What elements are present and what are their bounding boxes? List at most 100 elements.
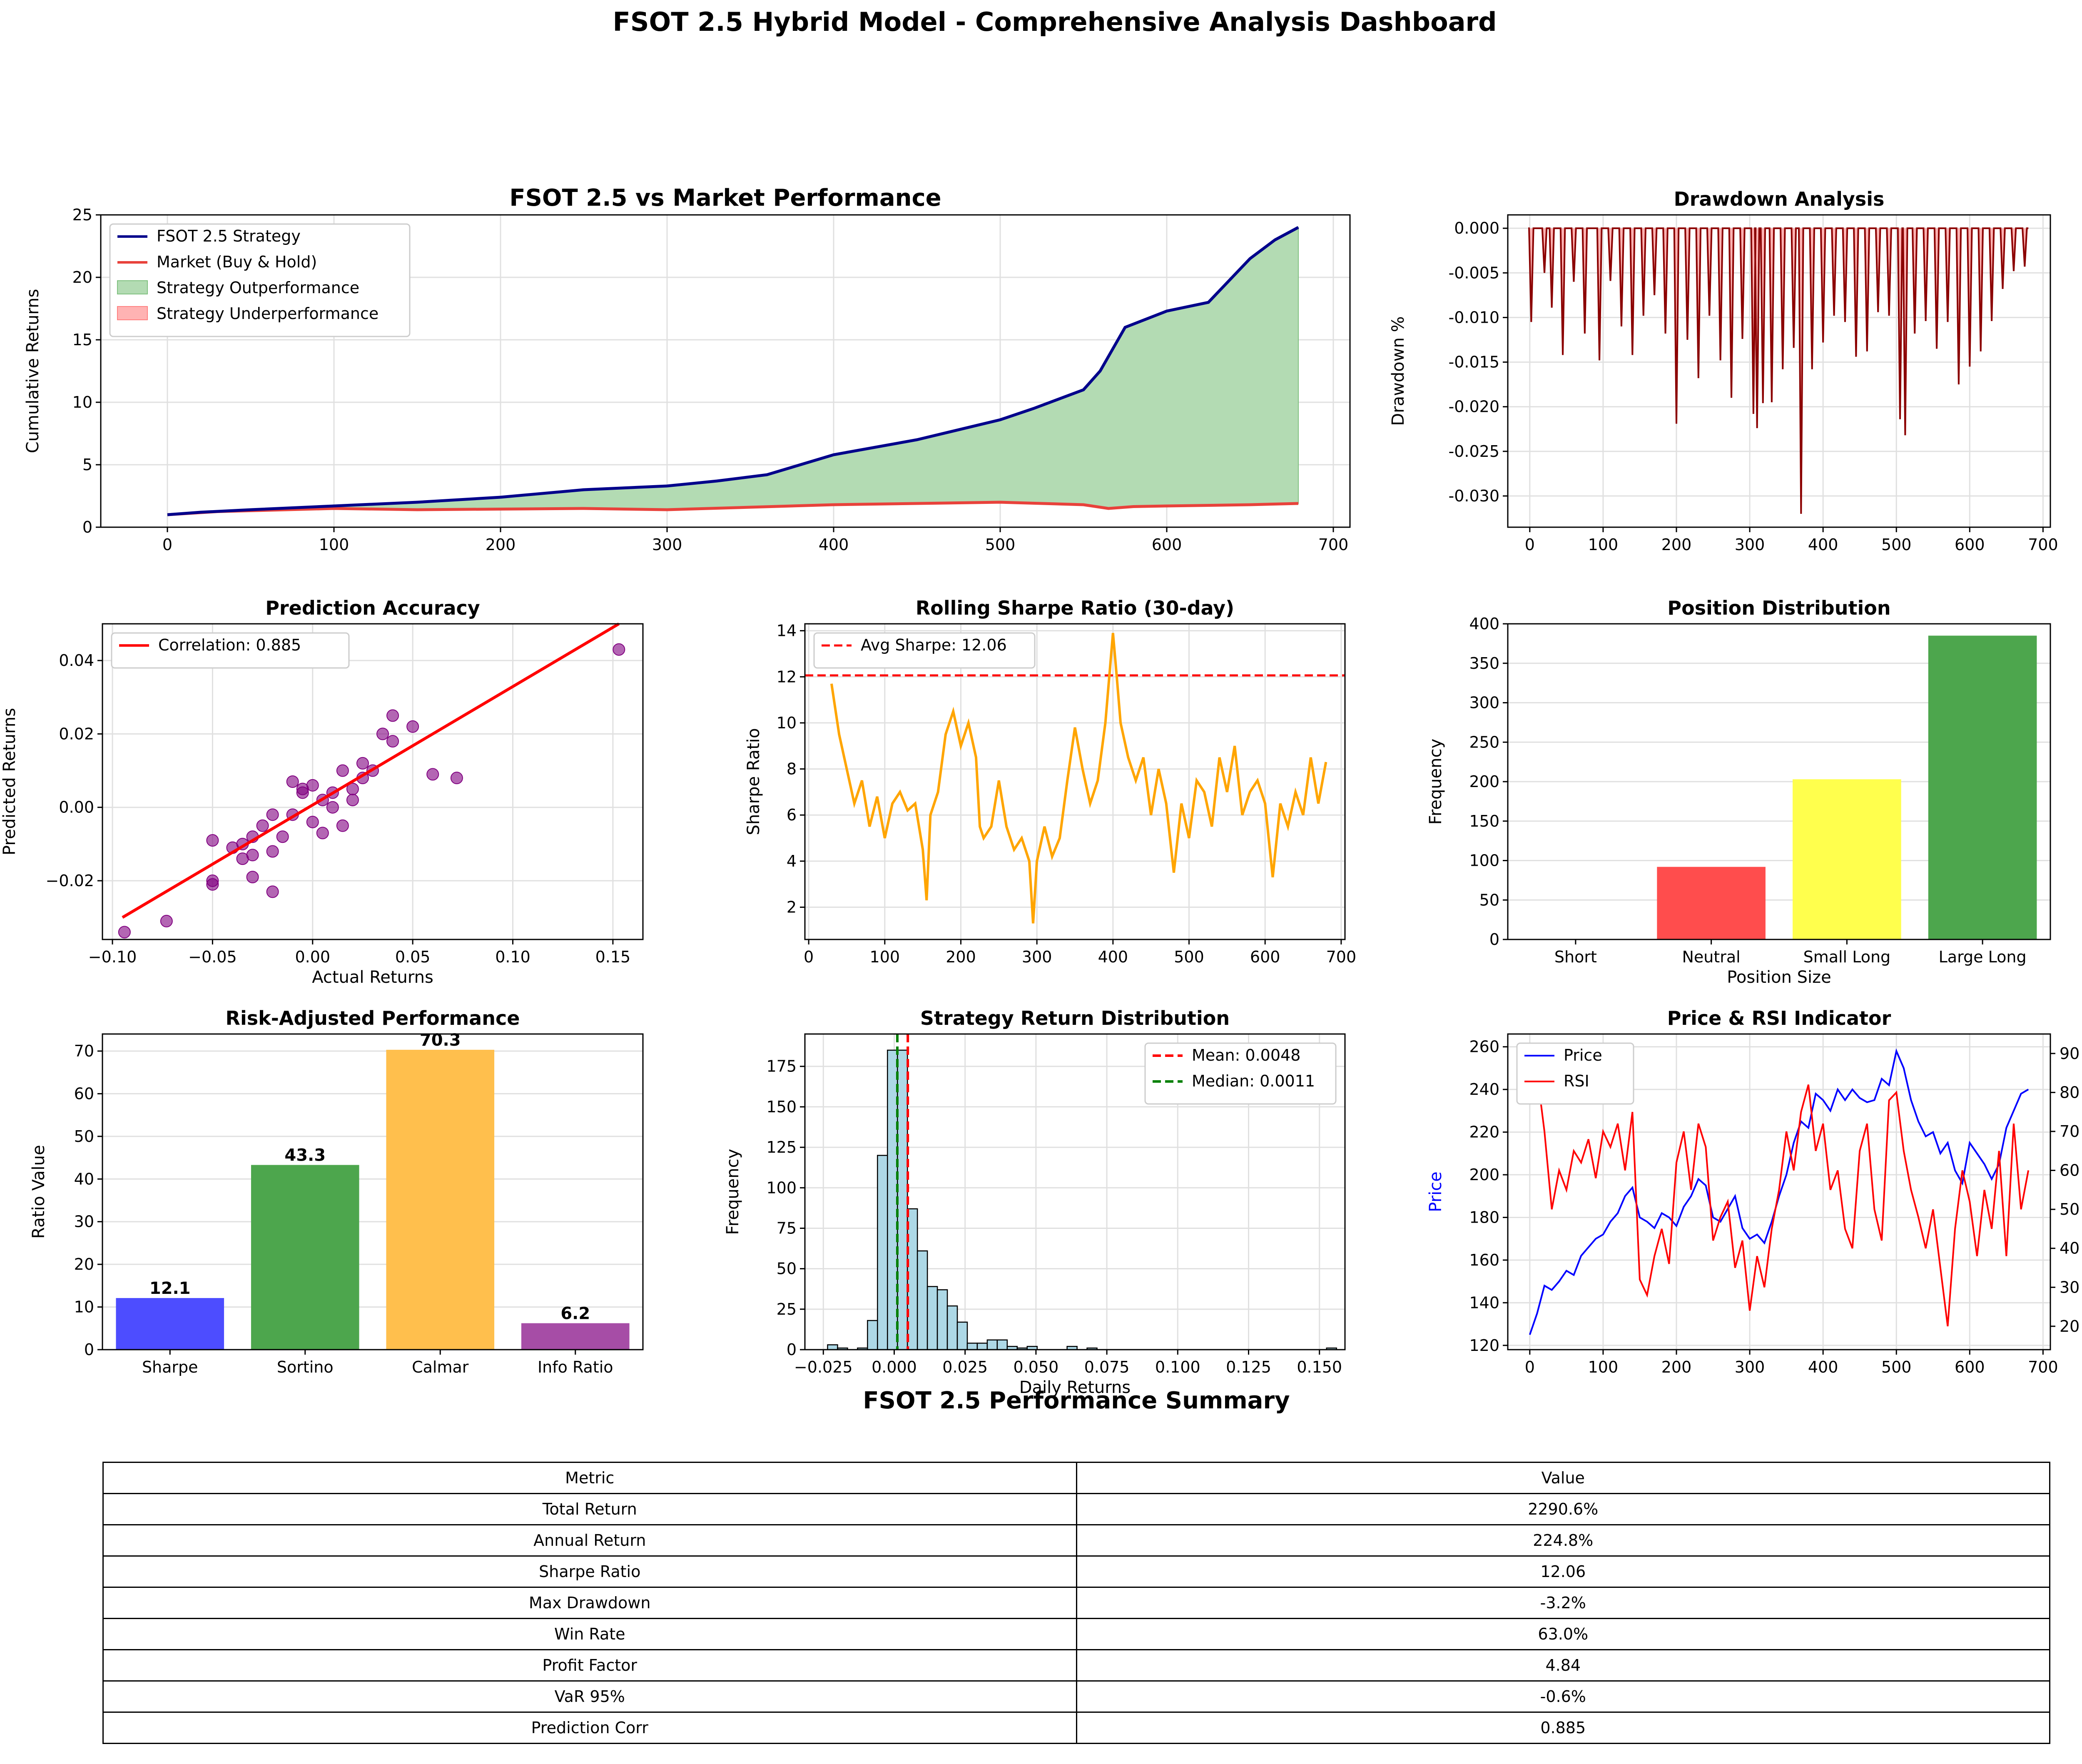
x-tick-label: 400 [819,536,849,554]
x-tick-label: 600 [1152,536,1182,554]
x-tick-label: 0.05 [395,948,431,966]
x-tick-label: 700 [2028,536,2058,554]
ratio-bar [251,1165,359,1350]
scatter-point [296,786,309,799]
y2-tick-label: 50 [2060,1200,2080,1218]
y-tick-label: −0.02 [46,872,94,890]
y-tick-label: 100 [1469,852,1499,870]
y-tick-label: 25 [72,206,92,224]
x-tick-label: 200 [1661,1358,1692,1376]
scatter-point [266,885,279,898]
x-tick-label: 700 [1318,536,1349,554]
metric-cell: Prediction Corr [102,1712,1077,1744]
y-tick-label: -0.020 [1449,398,1500,416]
performance-panel: 0 100 200 300 400 500 600 700 0 5 10 15 20 25 FSOT 2.5… [23,184,1351,554]
y-tick-label: 250 [1469,733,1499,751]
y-tick-label: 50 [74,1127,94,1146]
y-tick-label: 0.04 [59,651,94,670]
x-tick-label: 0.00 [295,948,330,966]
scatter-point [286,775,299,788]
x-tick-label: 100 [319,536,349,554]
x-tick-label: 400 [1098,948,1128,966]
y-tick-label: -0.005 [1449,264,1500,282]
x-tick-label: 300 [1735,1358,1765,1376]
x-tick-label: −0.10 [88,948,137,966]
scatter-point [336,764,349,777]
y-axis-label: Cumulative Returns [23,289,42,453]
scatter-point [326,801,339,814]
table-row: Profit Factor 4.84 [102,1649,2050,1682]
x-tick-label: Large Long [1939,948,2027,966]
x-tick-label: 0 [1525,536,1535,554]
x-tick-label: 600 [1250,948,1280,966]
axes-frame [100,214,1351,528]
legend-label: Mean: 0.0048 [1192,1046,1300,1064]
axes-frame [102,1033,644,1350]
x-tick-label: 500 [1881,536,1912,554]
axes-frame [1507,214,2051,528]
value-cell: 2290.6% [1076,1493,2050,1525]
axes-frame [102,623,644,940]
x-tick-label: 0.125 [1226,1358,1271,1376]
histogram-bin [867,1320,878,1350]
y-tick-label: 5 [82,456,92,474]
y-tick-label: 14 [777,622,797,640]
y-tick-label: 40 [74,1170,94,1188]
y-tick-label: 200 [1469,1166,1499,1184]
x-tick-label: Calmar [412,1358,469,1376]
table-header-row: Metric Value [102,1462,2050,1494]
y-axis-label: Ratio Value [29,1145,48,1238]
x-tick-label: 600 [1955,1358,1985,1376]
metric-cell: Total Return [102,1493,1077,1525]
histogram-bin [916,1250,928,1350]
table-row: Prediction Corr 0.885 [102,1712,2050,1744]
scatter-point [346,794,359,807]
x-tick-label: 400 [1808,536,1838,554]
value-cell: -0.6% [1076,1680,2050,1713]
y-tick-label: 20 [72,268,92,287]
y-tick-label: 0.02 [59,725,94,743]
y-tick-label: 0.00 [59,798,94,817]
price-rsi-panel: 0 100 200 300 400 500 600 700 120 140 160 180 200 220… [1426,1007,2080,1376]
x-tick-label: 500 [1881,1358,1912,1376]
table-row: Annual Return 224.8% [102,1524,2050,1557]
table-row: Sharpe Ratio 12.06 [102,1555,2050,1588]
y-tick-label: 0 [1489,930,1499,949]
scatter-point [206,874,219,887]
x-tick-label: 100 [870,948,900,966]
y-tick-label: 0 [82,518,92,536]
metric-cell: Sharpe Ratio [102,1555,1077,1588]
metric-cell: Max Drawdown [102,1587,1077,1619]
x-tick-label: 300 [652,536,682,554]
metric-cell: VaR 95% [102,1680,1077,1713]
y-tick-label: 10 [72,393,92,411]
x-tick-label: 200 [946,948,976,966]
x-tick-label: 300 [1022,948,1052,966]
legend-label: Price [1564,1046,1602,1064]
scatter-point [356,757,369,770]
x-tick-label: 0.10 [495,948,530,966]
x-tick-label: 0.050 [1013,1358,1058,1376]
x-tick-label: Neutral [1682,948,1740,966]
chart-title: Drawdown Analysis [1674,188,1885,210]
y-tick-label: 20 [74,1255,94,1273]
legend-label: Strategy Outperformance [157,279,359,297]
x-tick-label: 0 [162,536,172,554]
y-tick-label: 150 [1469,812,1499,830]
legend-label: Market (Buy & Hold) [157,253,317,271]
y-tick-label: 4 [787,852,797,870]
chart-title: Rolling Sharpe Ratio (30-day) [916,597,1234,619]
table-title: FSOT 2.5 Performance Summary [863,1387,1290,1414]
y-tick-label: 400 [1469,615,1499,633]
prediction-panel: −0.10 −0.05 0.00 0.05 0.10 0.15 −0.02 0.00 0.02 0… [0,597,644,987]
scatter-point [266,845,279,858]
value-cell: 63.0% [1076,1618,2050,1650]
y-axis-label: Frequency [1426,739,1445,825]
chart-title: Strategy Return Distribution [920,1007,1230,1029]
scatter-point [206,834,219,847]
legend-box [109,223,411,337]
y-tick-label: 180 [1469,1208,1499,1226]
legend-box [813,632,1036,669]
scatter-point [386,735,399,748]
y-tick-label: 30 [74,1213,94,1231]
